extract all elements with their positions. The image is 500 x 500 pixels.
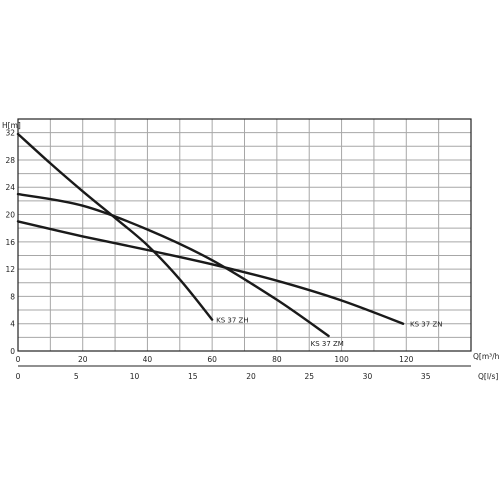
plot-frame xyxy=(17,118,472,352)
secondary-x-axis-label: Q[l/s] xyxy=(478,372,498,381)
curve-label-ks-37-zh: KS 37 ZH xyxy=(216,317,248,325)
x-tick-labels: 0 20 40 60 80 100 120 xyxy=(16,355,414,364)
x-tick-label: 40 xyxy=(143,355,153,364)
x-tick-label: 0 xyxy=(16,355,21,364)
y-tick-labels: 0 4 8 12 16 20 24 28 32 xyxy=(5,129,15,356)
secondary-x-tick-label: 15 xyxy=(188,372,198,381)
x-tick-label: 100 xyxy=(334,355,349,364)
secondary-x-tick-labels: 0 5 10 15 20 25 30 35 xyxy=(16,372,431,381)
secondary-x-tick-label: 5 xyxy=(74,372,79,381)
y-tick-label: 16 xyxy=(5,238,15,247)
curve-label-ks-37-zm: KS 37 ZM xyxy=(311,340,344,348)
curve-labels: KS 37 ZH KS 37 ZM KS 37 ZN xyxy=(216,317,442,348)
secondary-x-tick-label: 20 xyxy=(246,372,256,381)
y-tick-label: 12 xyxy=(5,265,15,274)
y-tick-label: 24 xyxy=(5,183,15,192)
secondary-x-tick-label: 30 xyxy=(363,372,373,381)
x-axis-label: Q[m³/h] xyxy=(473,352,500,361)
y-tick-label: 20 xyxy=(5,211,15,220)
curve-ks-37-zn xyxy=(16,220,405,325)
y-tick-label: 8 xyxy=(10,292,15,301)
curve-label-ks-37-zn: KS 37 ZN xyxy=(410,321,442,329)
y-tick-label: 28 xyxy=(5,156,15,165)
secondary-x-tick-label: 0 xyxy=(16,372,21,381)
secondary-x-tick-label: 25 xyxy=(304,372,314,381)
x-tick-label: 20 xyxy=(78,355,88,364)
y-axis-label: H[m] xyxy=(2,121,21,130)
y-tick-label: 0 xyxy=(10,347,15,356)
grid-layer xyxy=(18,119,471,351)
y-tick-label: 4 xyxy=(10,320,15,329)
secondary-x-tick-label: 10 xyxy=(130,372,140,381)
x-tick-label: 80 xyxy=(272,355,282,364)
x-tick-label: 60 xyxy=(207,355,217,364)
y-tick-label: 32 xyxy=(5,129,15,138)
curves xyxy=(16,132,405,338)
secondary-x-tick-label: 35 xyxy=(421,372,431,381)
curve-ks-37-zh xyxy=(16,132,214,321)
curve-ks-37-zm xyxy=(16,192,330,338)
x-tick-label: 120 xyxy=(399,355,414,364)
